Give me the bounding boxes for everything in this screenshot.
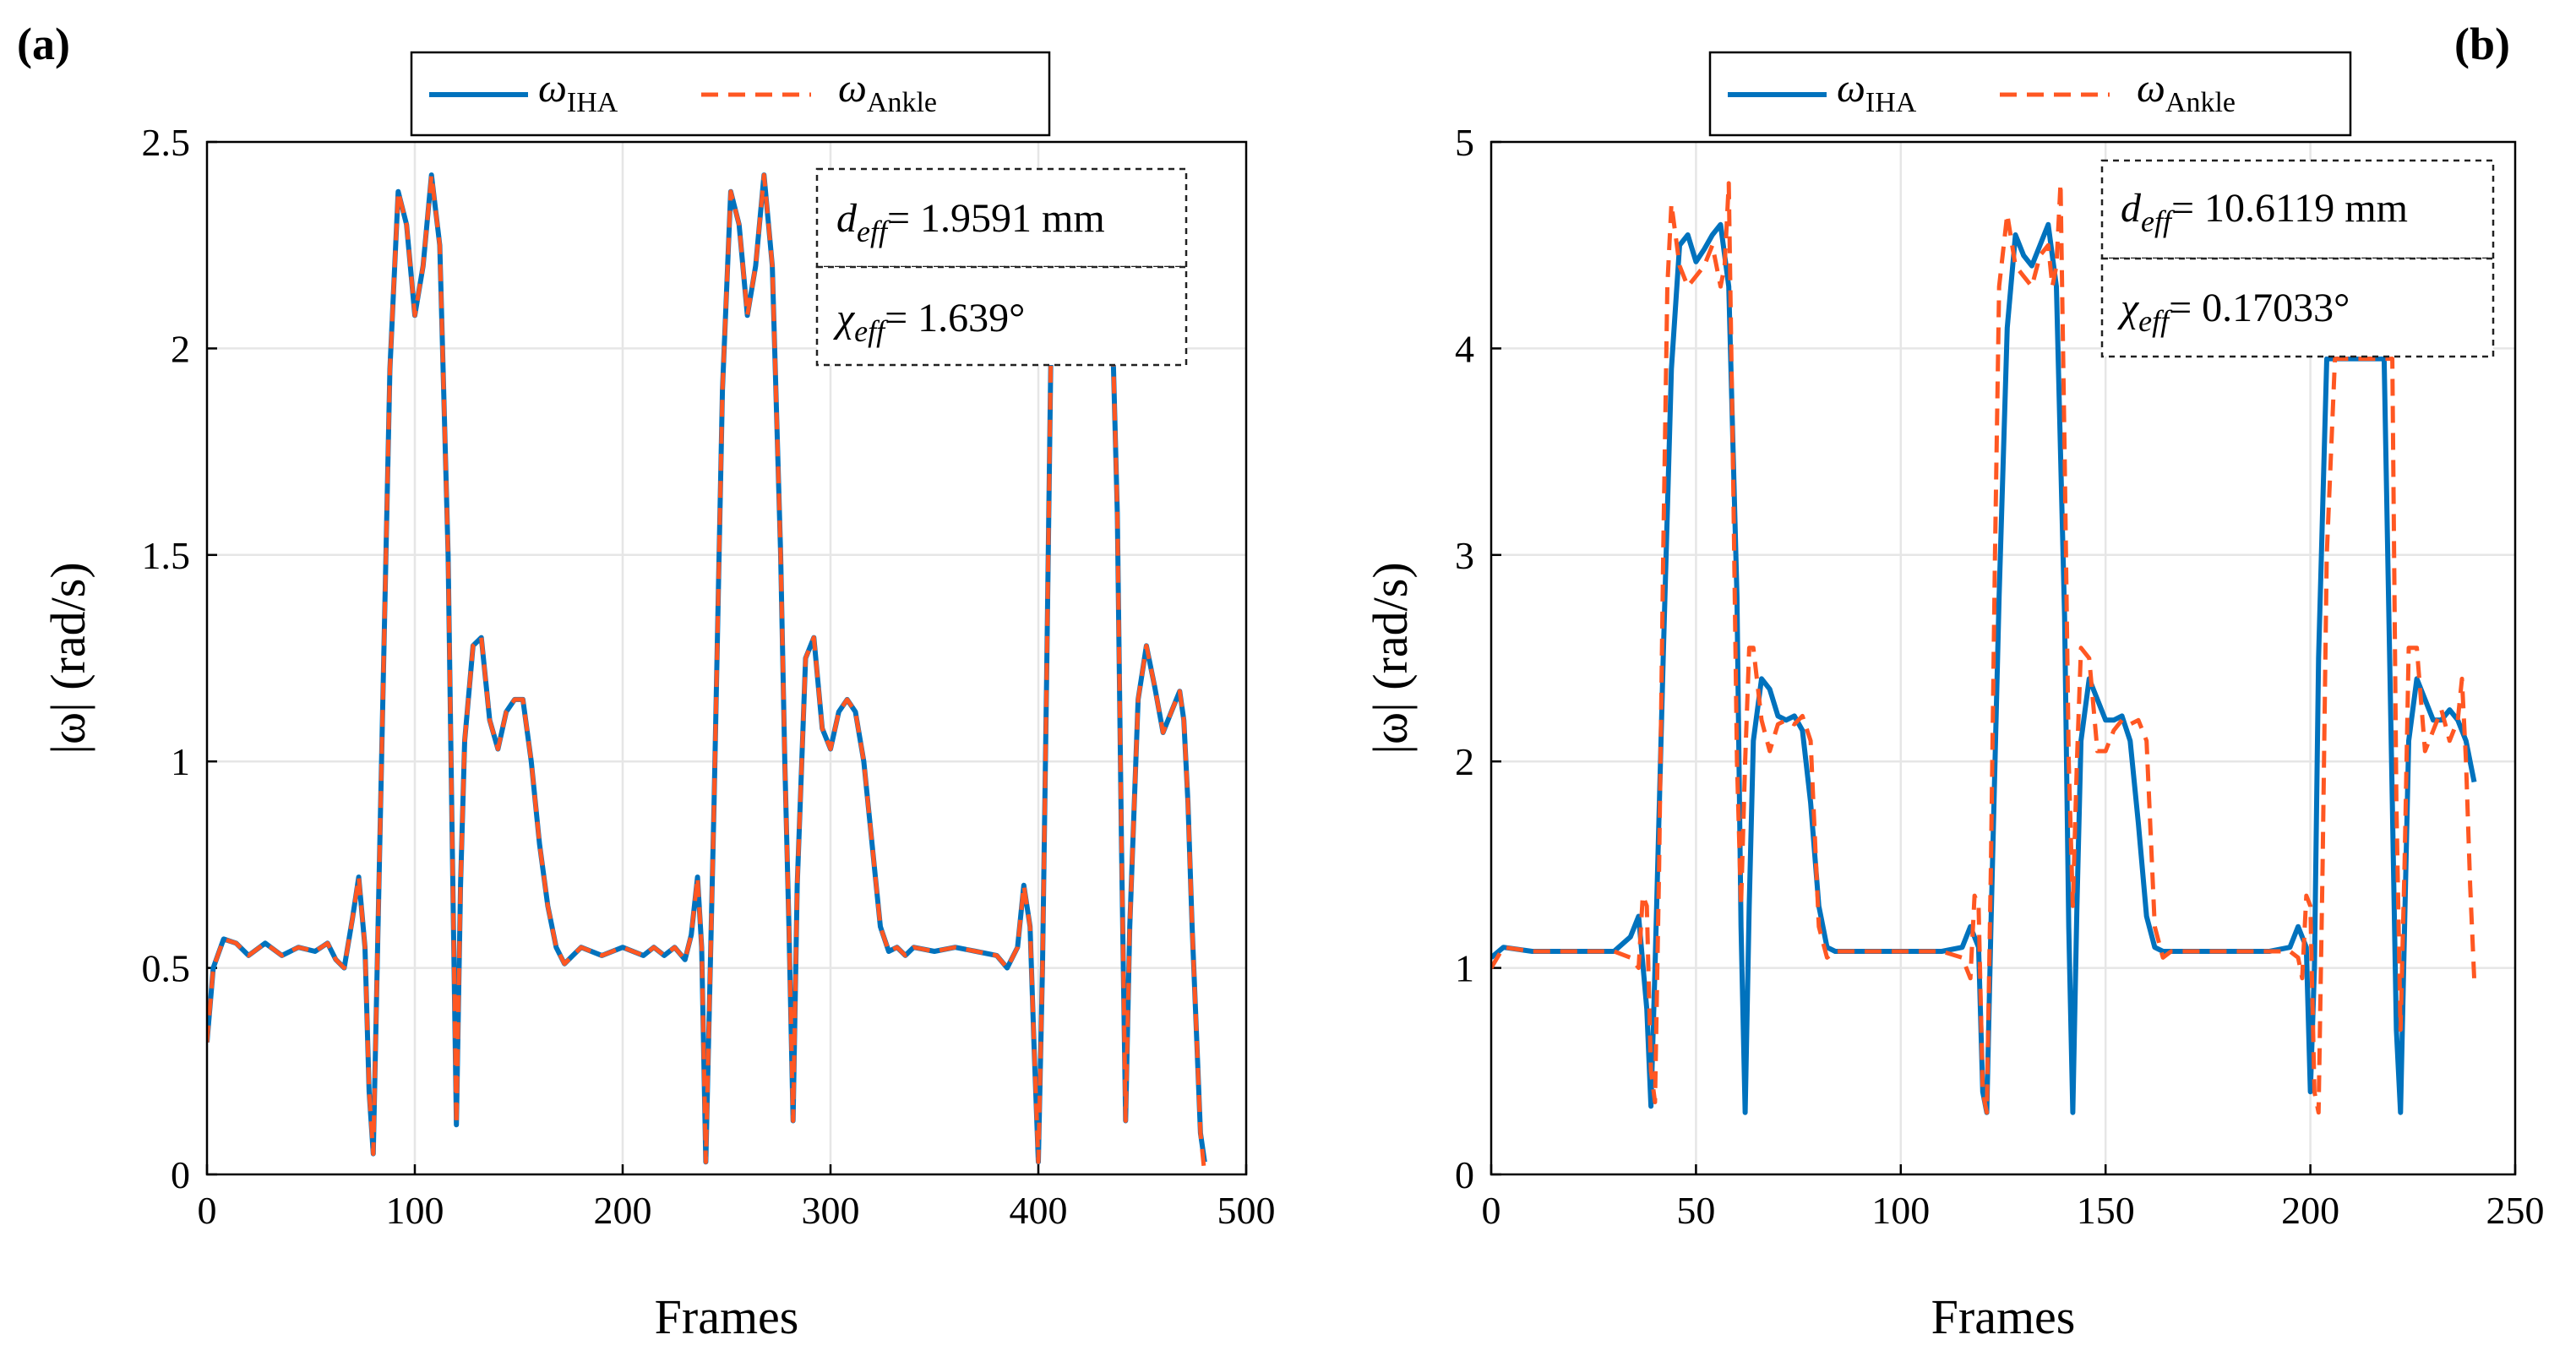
panel-a-ytick-label: 2.5 bbox=[142, 121, 191, 164]
svg-text:deff= 1.9591 mm: deff= 1.9591 mm bbox=[836, 196, 1105, 248]
panel-b-xtick-label: 200 bbox=[2281, 1189, 2339, 1232]
panel-b-xlabel: Frames bbox=[1931, 1289, 2076, 1344]
panel-a-xtick-label: 200 bbox=[594, 1189, 652, 1232]
panel-b-xtick-label: 100 bbox=[1871, 1189, 1930, 1232]
panel-a-ytick-label: 1.5 bbox=[142, 534, 191, 577]
panel-b-ytick-label: 1 bbox=[1455, 947, 1474, 990]
panel-a-xtick-label: 0 bbox=[198, 1189, 217, 1232]
panel-a-xtick-label: 300 bbox=[802, 1189, 860, 1232]
panel-a-legend: ωIHA ωAnkle bbox=[410, 51, 1051, 137]
panel-b-ytick-label: 3 bbox=[1455, 534, 1474, 577]
panel-a-ytick-label: 1 bbox=[171, 740, 190, 783]
panel-a-legend-ankle-label: ωAnkle bbox=[838, 66, 937, 118]
svg-text:χeff= 0.17033°: χeff= 0.17033° bbox=[2117, 286, 2350, 338]
panel-b-label: (b) bbox=[2454, 19, 2510, 69]
panel-b-annotation-deff: deff= 10.6119 mm bbox=[2100, 159, 2495, 260]
svg-text:χeff= 1.639°: χeff= 1.639° bbox=[833, 296, 1025, 348]
panel-a-series-ankle bbox=[207, 172, 1207, 1174]
panel-a-ytick-label: 2 bbox=[171, 327, 190, 370]
panel-a-annotation-chieff: χeff= 1.639° bbox=[815, 265, 1188, 367]
panel-b-xtick-label: 250 bbox=[2486, 1189, 2545, 1232]
panel-a-ticks: 0 100 200 300 400 500 0 0.5 1 1.5 2 2.5 bbox=[142, 121, 1276, 1232]
panel-b-ytick-label: 0 bbox=[1455, 1153, 1474, 1196]
panel-b-series-ankle bbox=[1491, 181, 2476, 1115]
panel-a-xtick-label: 500 bbox=[1217, 1189, 1276, 1232]
panel-b-plot-frame bbox=[1490, 140, 2517, 1176]
panel-b-legend: ωIHA ωAnkle bbox=[1708, 51, 2352, 137]
panel-a-xtick-label: 100 bbox=[386, 1189, 444, 1232]
panel-a-plot-frame bbox=[205, 140, 1248, 1176]
panel-b-legend-iha-label: ωIHA bbox=[1837, 66, 1917, 118]
panel-a-ylabel: |ω| (rad/s) bbox=[41, 562, 95, 754]
panel-b-series-iha bbox=[1491, 221, 2477, 1115]
panel-b: (b) 0 50 100 150 200 250 0 1 2 3 4 5 Frames |ω| (ra… bbox=[1363, 19, 2545, 1344]
panel-b-ytick-label: 5 bbox=[1455, 121, 1474, 164]
panel-b-ylabel: |ω| (rad/s) bbox=[1363, 562, 1418, 754]
panel-b-legend-ankle-label: ωAnkle bbox=[2137, 66, 2236, 118]
svg-text:deff= 10.6119 mm: deff= 10.6119 mm bbox=[2121, 186, 2408, 238]
panel-a-ytick-label: 0 bbox=[171, 1153, 190, 1196]
panel-a-ytick-label: 0.5 bbox=[142, 947, 191, 990]
panel-a-xtick-label: 400 bbox=[1010, 1189, 1068, 1232]
panel-a-xlabel: Frames bbox=[655, 1289, 799, 1344]
panel-b-xtick-label: 0 bbox=[1482, 1189, 1501, 1232]
panel-b-ytick-label: 4 bbox=[1455, 327, 1474, 370]
panel-a-annotation-deff: deff= 1.9591 mm bbox=[815, 167, 1188, 269]
panel-b-annotation-chieff: χeff= 0.17033° bbox=[2100, 257, 2495, 358]
panel-b-xtick-label: 50 bbox=[1676, 1189, 1715, 1232]
panel-b-ytick-label: 2 bbox=[1455, 740, 1474, 783]
panel-a-legend-iha-label: ωIHA bbox=[538, 66, 618, 118]
panel-a-label: (a) bbox=[17, 19, 70, 69]
panel-b-ticks: 0 50 100 150 200 250 0 1 2 3 4 5 bbox=[1455, 121, 2545, 1232]
panel-b-xtick-label: 150 bbox=[2077, 1189, 2135, 1232]
